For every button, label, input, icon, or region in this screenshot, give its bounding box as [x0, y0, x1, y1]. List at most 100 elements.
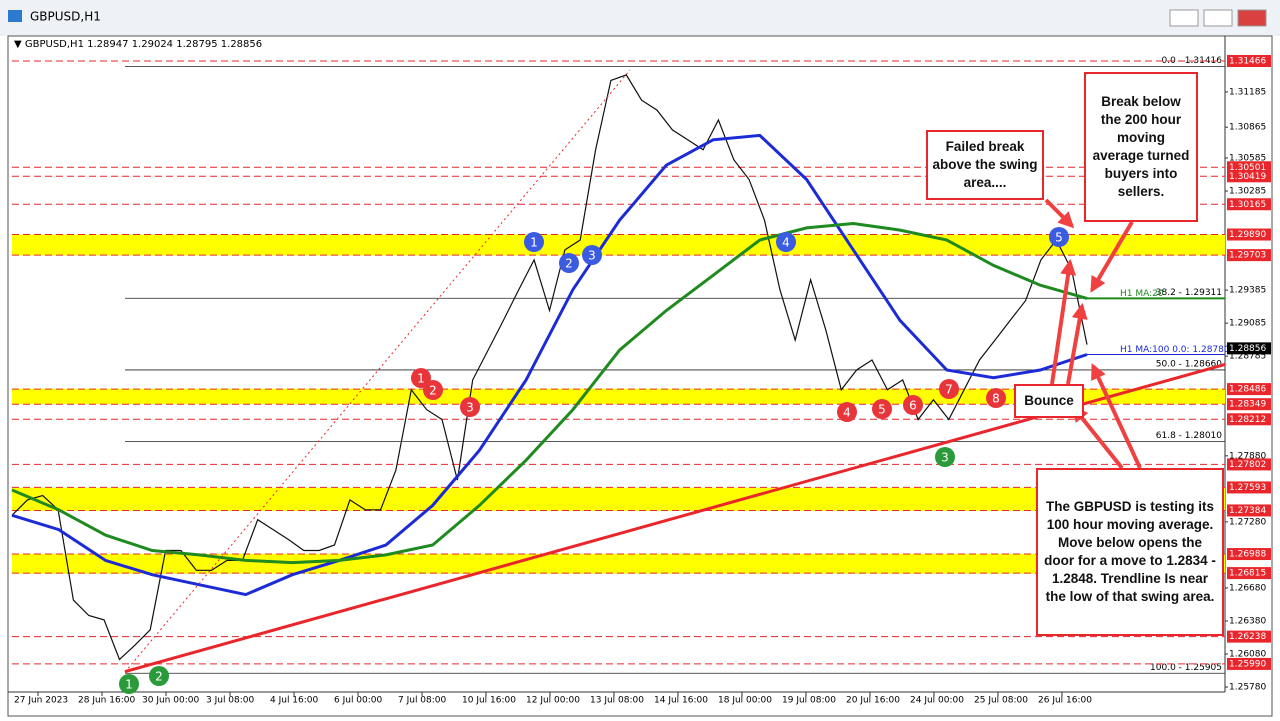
x-tick-label: 10 Jul 16:00	[462, 696, 516, 706]
marker-label: 1	[417, 372, 425, 386]
x-tick-label: 14 Jul 16:00	[654, 696, 708, 706]
marker-label: 4	[843, 406, 851, 420]
callout: Break below the 200 hour moving average …	[1084, 72, 1198, 222]
marker-label: 1	[530, 236, 538, 250]
open: 1.28947	[87, 39, 128, 50]
marker	[837, 402, 857, 422]
marker	[903, 395, 923, 415]
arrow	[1044, 198, 1075, 229]
high: 1.29024	[132, 39, 173, 50]
x-tick-label: 26 Jul 16:00	[1038, 696, 1092, 706]
y-tick-label: 1.30285	[1229, 187, 1266, 197]
level-box	[1227, 548, 1271, 561]
level-box	[1227, 567, 1271, 580]
callout: Bounce	[1014, 384, 1084, 418]
level-label: 1.28486	[1229, 385, 1266, 395]
level-label: 1.27384	[1229, 506, 1266, 516]
zone	[12, 234, 1225, 256]
arrow	[1072, 405, 1124, 470]
level-box	[1227, 161, 1271, 174]
fib-label: 50.0 - 1.28660	[1156, 359, 1222, 369]
marker	[119, 674, 139, 694]
y-tick-label: 1.29385	[1229, 286, 1266, 296]
level-box	[1227, 228, 1271, 241]
y-tick-label: 1.26680	[1229, 583, 1266, 593]
marker	[935, 447, 955, 467]
y-tick-label: 1.29085	[1229, 319, 1266, 329]
level-box	[1227, 398, 1271, 411]
ma-label: H1 MA:20	[1120, 289, 1164, 299]
level-label: 1.26238	[1229, 632, 1266, 642]
marker	[1049, 227, 1069, 247]
marker-label: 2	[565, 257, 573, 271]
x-tick-label: 24 Jul 00:00	[910, 696, 964, 706]
level-label: 1.30501	[1229, 163, 1266, 173]
marker	[559, 253, 579, 273]
marker-label: 2	[429, 384, 437, 398]
fib-label: 100.0 - 1.25905	[1150, 663, 1222, 673]
marker	[524, 232, 544, 252]
marker	[423, 380, 443, 400]
level-label: 1.30419	[1229, 172, 1266, 182]
level-box	[1227, 170, 1271, 183]
marker-label: 2	[155, 670, 163, 684]
moving-average	[11, 133, 1088, 597]
marker-label: 5	[1055, 231, 1063, 245]
fib-label: 38.2 - 1.29311	[1156, 288, 1222, 298]
close-button[interactable]	[1237, 9, 1267, 27]
moving-average	[11, 221, 1088, 565]
x-tick-label: 30 Jun 00:00	[142, 696, 199, 706]
level-label: 1.26815	[1229, 569, 1266, 579]
arrows	[1044, 198, 1142, 470]
x-tick-label: 6 Jul 00:00	[334, 696, 383, 706]
level-box	[1227, 481, 1271, 494]
price-line	[11, 74, 1088, 661]
y-tick-label: 1.25780	[1229, 683, 1266, 693]
arrow	[1050, 258, 1077, 385]
low: 1.28795	[176, 39, 217, 50]
zone	[12, 487, 1225, 511]
arrow	[1090, 220, 1134, 293]
marker	[776, 232, 796, 252]
x-tick-label: 13 Jul 08:00	[590, 696, 644, 706]
y-tick-label: 1.26080	[1229, 650, 1266, 660]
marker	[872, 399, 892, 419]
level-box	[1227, 55, 1271, 68]
level-label: 1.27593	[1229, 483, 1266, 493]
x-tick-label: 4 Jul 16:00	[270, 696, 319, 706]
chart-header: ▼ GBPUSD,H1 1.28947 1.29024 1.28795 1.28…	[14, 39, 262, 50]
level-label: 1.31466	[1229, 57, 1266, 67]
marker-label: 1	[125, 678, 133, 692]
level-label: 1.28212	[1229, 415, 1266, 425]
marker-label: 7	[945, 383, 953, 397]
x-tick-label: 3 Jul 08:00	[206, 696, 255, 706]
minimize-button[interactable]	[1169, 9, 1199, 27]
marker	[939, 379, 959, 399]
y-tick-label: 1.27880	[1229, 451, 1266, 461]
marker-label: 8	[992, 392, 1000, 406]
level-label: 1.29703	[1229, 251, 1266, 261]
marker-label: 3	[466, 401, 474, 415]
maximize-button[interactable]	[1203, 9, 1233, 27]
current-price-box	[1227, 342, 1271, 355]
marker	[460, 397, 480, 417]
callout: The GBPUSD is testing its 100 hour movin…	[1036, 468, 1224, 636]
level-label: 1.29890	[1229, 230, 1266, 240]
level-box	[1227, 249, 1271, 262]
marker-label: 4	[782, 236, 790, 250]
close: 1.28856	[221, 39, 262, 50]
symbol: GBPUSD,H1	[25, 39, 84, 50]
y-tick-label: 1.26380	[1229, 616, 1266, 626]
window-icon	[8, 10, 22, 22]
level-box	[1227, 383, 1271, 396]
x-tick-label: 20 Jul 16:00	[846, 696, 900, 706]
x-tick-label: 12 Jul 00:00	[526, 696, 580, 706]
marker	[149, 666, 169, 686]
fib-diagonal	[124, 69, 631, 673]
marker-label: 5	[878, 403, 886, 417]
arrow	[1066, 302, 1088, 385]
x-tick-label: 19 Jul 08:00	[782, 696, 836, 706]
y-tick-label: 1.30865	[1229, 123, 1266, 133]
level-box	[1227, 198, 1271, 211]
